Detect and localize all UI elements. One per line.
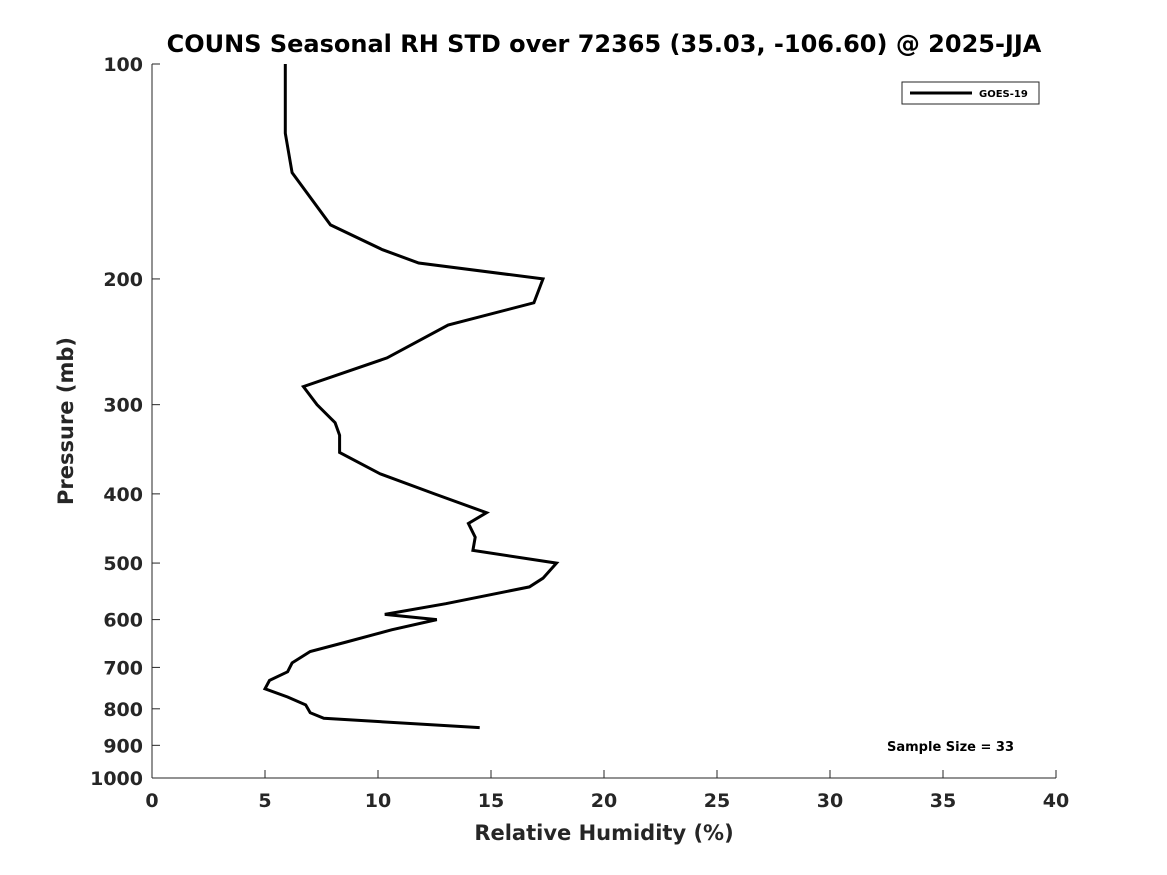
y-tick-label: 500 xyxy=(103,553,143,575)
y-tick-group: 100 200 300 400 500 600 700 800 900 1000 xyxy=(90,54,160,790)
y-tick-label: 800 xyxy=(103,699,143,721)
y-tick-label: 600 xyxy=(103,610,143,632)
legend: GOES-19 xyxy=(901,81,1040,105)
x-tick-label: 35 xyxy=(930,790,956,812)
y-tick-label: 700 xyxy=(103,657,143,679)
y-tick-label: 300 xyxy=(103,395,143,417)
sample-size-annotation: Sample Size = 33 xyxy=(887,740,1014,755)
x-tick-label: 25 xyxy=(704,790,730,812)
y-axis-label: Pressure (mb) xyxy=(54,337,78,505)
x-tick-label: 0 xyxy=(145,790,158,812)
y-tick-label: 200 xyxy=(103,269,143,291)
series-line-goes-19 xyxy=(262,64,560,730)
y-tick-label: 1000 xyxy=(90,768,143,790)
x-tick-label: 20 xyxy=(591,790,617,812)
x-tick-label: 10 xyxy=(365,790,391,812)
x-tick-label: 15 xyxy=(478,790,504,812)
chart-title: COUNS Seasonal RH STD over 72365 (35.03,… xyxy=(167,30,1042,58)
y-tick-label: 400 xyxy=(103,484,143,506)
y-tick-label: 900 xyxy=(103,735,143,757)
x-tick-label: 5 xyxy=(258,790,271,812)
x-tick-group: 0 5 10 15 20 25 30 35 40 xyxy=(145,770,1069,812)
x-tick-label: 40 xyxy=(1043,790,1069,812)
legend-label-goes-19: GOES-19 xyxy=(979,89,1028,100)
series-layer xyxy=(262,64,560,730)
x-axis-label: Relative Humidity (%) xyxy=(474,821,733,845)
x-tick-label: 30 xyxy=(817,790,843,812)
y-tick-label: 100 xyxy=(103,54,143,76)
